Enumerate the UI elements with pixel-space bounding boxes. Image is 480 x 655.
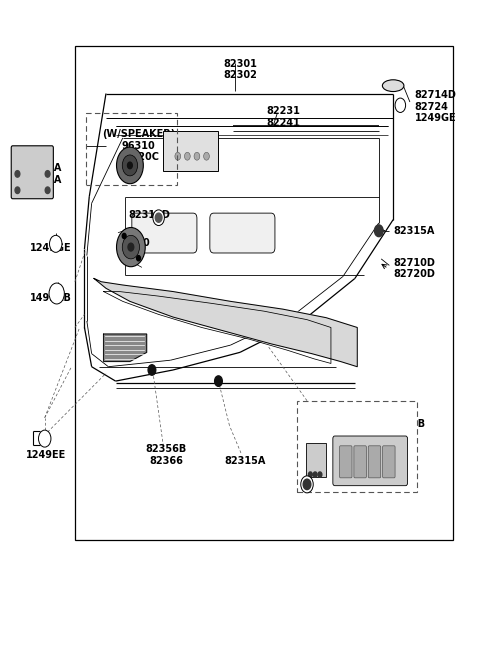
Polygon shape (94, 278, 357, 367)
FancyBboxPatch shape (306, 443, 326, 477)
Text: 82710D
82720D: 82710D 82720D (393, 258, 435, 280)
Circle shape (194, 153, 200, 160)
Circle shape (318, 472, 322, 477)
Text: 82231
82241: 82231 82241 (266, 106, 300, 128)
Circle shape (374, 225, 383, 236)
Text: 82356B
82366: 82356B 82366 (145, 444, 186, 466)
Circle shape (215, 376, 222, 386)
Polygon shape (104, 334, 147, 362)
Circle shape (45, 187, 50, 193)
Text: 82714D
82724
1249GE: 82714D 82724 1249GE (415, 90, 456, 123)
Text: (W/SPEAKER)
96310
96320C: (W/SPEAKER) 96310 96320C (102, 129, 175, 162)
Circle shape (156, 213, 162, 222)
Circle shape (49, 283, 64, 304)
Text: 82393A
82394A: 82393A 82394A (21, 163, 62, 185)
FancyBboxPatch shape (132, 213, 197, 253)
FancyBboxPatch shape (383, 446, 395, 478)
Circle shape (184, 153, 190, 160)
Ellipse shape (383, 80, 404, 92)
Circle shape (117, 227, 145, 267)
Circle shape (122, 235, 140, 259)
Text: 93555B: 93555B (315, 460, 356, 470)
Text: 82301
82302: 82301 82302 (223, 58, 257, 80)
FancyBboxPatch shape (354, 446, 366, 478)
Text: 1491AB: 1491AB (30, 293, 72, 303)
Circle shape (301, 476, 313, 493)
FancyBboxPatch shape (210, 213, 275, 253)
Circle shape (15, 171, 20, 177)
FancyBboxPatch shape (11, 146, 53, 198)
Circle shape (175, 153, 180, 160)
Circle shape (38, 430, 51, 447)
Text: 93580A: 93580A (175, 133, 216, 143)
Circle shape (309, 472, 312, 477)
Text: (LH): (LH) (304, 409, 327, 419)
Circle shape (49, 235, 62, 252)
Circle shape (128, 162, 132, 169)
Bar (75, 47, 453, 540)
Circle shape (122, 155, 138, 176)
Text: 93250A: 93250A (315, 434, 356, 443)
Circle shape (117, 147, 144, 183)
FancyBboxPatch shape (333, 436, 408, 485)
Text: 96310: 96310 (117, 238, 151, 248)
Circle shape (52, 238, 60, 249)
Text: 93570B: 93570B (384, 419, 426, 429)
Text: 82315D: 82315D (128, 210, 170, 220)
Circle shape (15, 187, 20, 193)
Circle shape (52, 287, 61, 300)
Circle shape (313, 472, 317, 477)
FancyBboxPatch shape (368, 446, 381, 478)
Circle shape (41, 434, 48, 444)
Circle shape (153, 210, 164, 225)
Circle shape (395, 98, 406, 113)
Text: 82315A: 82315A (393, 226, 434, 236)
Text: 1249EE: 1249EE (26, 450, 66, 460)
Circle shape (148, 365, 156, 375)
Circle shape (204, 153, 209, 160)
Text: 82315A: 82315A (224, 457, 265, 466)
FancyBboxPatch shape (298, 401, 417, 492)
Circle shape (303, 479, 311, 489)
Circle shape (128, 243, 134, 251)
Text: 1249GE: 1249GE (30, 243, 72, 253)
Circle shape (137, 255, 141, 261)
Circle shape (397, 101, 404, 110)
Circle shape (122, 233, 126, 238)
FancyBboxPatch shape (163, 132, 218, 171)
FancyBboxPatch shape (339, 446, 352, 478)
Circle shape (45, 171, 50, 177)
